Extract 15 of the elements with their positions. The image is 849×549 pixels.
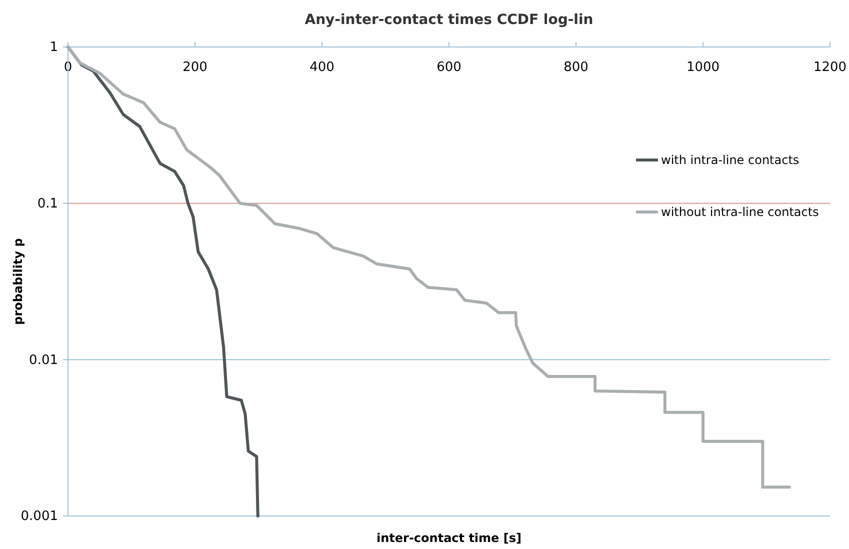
x-tick-label: 400	[310, 60, 334, 76]
x-tick-label: 800	[564, 60, 588, 76]
y-tick-label: 0.001	[20, 509, 58, 524]
x-axis-title: inter-contact time [s]	[376, 531, 522, 545]
legend-label: with intra-line contacts	[661, 153, 800, 168]
x-tick-label: 1200	[813, 60, 847, 76]
y-tick-label: 0.01	[29, 352, 58, 368]
x-tick-label: 600	[436, 60, 462, 76]
legend-label: without intra-line contacts	[661, 205, 819, 220]
x-tick-label: 1000	[686, 60, 720, 76]
x-tick-label: 200	[182, 60, 208, 76]
chart-title: Any-inter-contact times CCDF log-lin	[304, 12, 594, 28]
y-axis-title: probability p	[11, 238, 25, 325]
y-tick-label: 0.1	[37, 196, 58, 212]
y-tick-label: 1	[50, 40, 58, 56]
